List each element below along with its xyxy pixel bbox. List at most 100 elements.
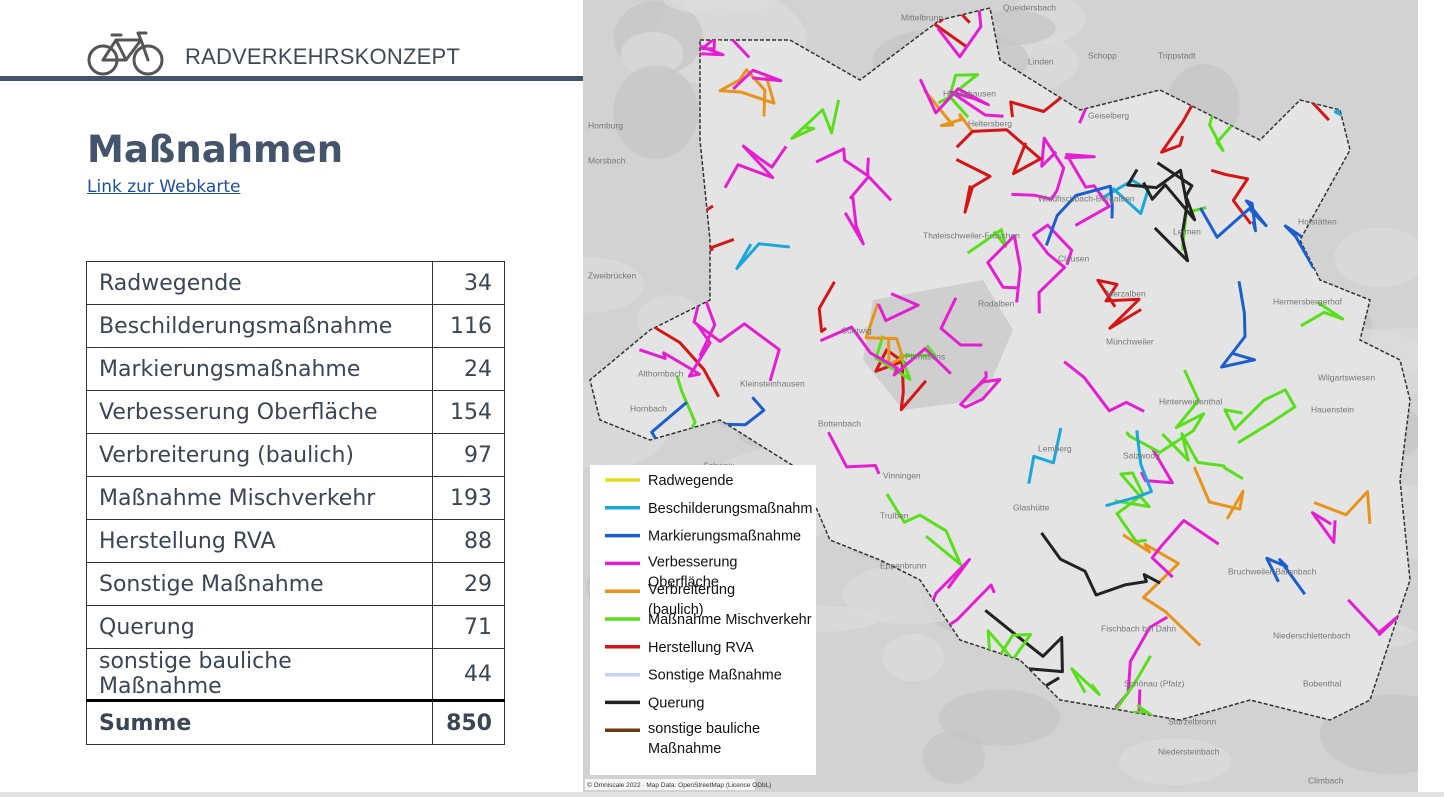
place-label: Hornbach — [630, 403, 667, 413]
route — [937, 73, 980, 119]
route — [1126, 168, 1190, 263]
header-title: RADVERKEHRSKONZEPT — [185, 44, 460, 69]
place-label: Homburg — [588, 120, 623, 130]
place-label: Zweibrücken — [588, 270, 636, 280]
table-row: Radwegende 34 — [86, 261, 505, 305]
place-label: Lemberg — [1038, 443, 1072, 453]
left-panel: RADVERKEHRSKONZEPT Maßnahmen Link zur We… — [0, 0, 583, 797]
count-cell: 29 — [432, 562, 505, 606]
table-row: Verbesserung Oberfläche 154 — [86, 390, 505, 434]
route — [984, 609, 1064, 674]
table-row: Herstellung RVA 88 — [86, 519, 505, 563]
district-area — [589, 7, 1411, 721]
place-label: Mittelbrunn — [901, 12, 943, 22]
table-row: Summe 850 — [86, 699, 505, 745]
legend-label: Querung — [648, 695, 704, 711]
place-label: Clausen — [1058, 253, 1089, 263]
count-cell: 24 — [432, 347, 505, 391]
attribution: © Omniscale 2022 · Map Data: OpenStreetM… — [587, 781, 771, 789]
route — [877, 292, 920, 323]
place-label: Waldfischbach-Burgalben — [1038, 193, 1135, 203]
legend-label: Herstellung RVA — [648, 640, 754, 656]
place-label: Thaleischweiler-Fröschen — [923, 230, 1020, 240]
route — [864, 302, 905, 366]
route — [1044, 184, 1114, 246]
label-cell: Beschilderungsmaßnahme — [86, 304, 433, 348]
legend: Radwegende Beschilderungsmaßnahm Markierun… — [590, 465, 816, 775]
terrain — [621, 31, 684, 77]
terrain — [663, 0, 778, 15]
place-label: Bruchweiler-Bärenbach — [1228, 566, 1317, 576]
place-label: Queidersbach — [1003, 2, 1056, 12]
route — [1139, 447, 1174, 485]
route — [1009, 86, 1075, 118]
route — [1192, 466, 1245, 520]
route — [966, 228, 1008, 255]
route — [1300, 300, 1345, 328]
place-label: Fischbach bei Dahn — [1101, 623, 1176, 633]
terrain — [1334, 227, 1418, 288]
place-label: Pirmasens — [905, 351, 945, 361]
place-label: Geiselberg — [1088, 110, 1129, 120]
terrain — [922, 730, 986, 784]
route — [1265, 556, 1307, 596]
route — [819, 325, 952, 377]
place-label: Hauenstein — [1311, 404, 1354, 414]
table-row: Maßnahme Mischverkehr 193 — [86, 476, 505, 520]
route — [1161, 432, 1244, 480]
count-cell: 71 — [432, 605, 505, 649]
place-label: Sturzelbronn — [1168, 716, 1216, 726]
terrain — [613, 65, 699, 159]
route — [874, 335, 937, 381]
place-label: Linden — [1028, 56, 1054, 66]
count-cell: 44 — [432, 648, 505, 701]
legend-label: Maßnahme Mischverkehr — [648, 612, 812, 628]
route — [1027, 427, 1063, 484]
route — [959, 371, 1002, 409]
count-cell: 193 — [432, 476, 505, 520]
route — [918, 78, 1004, 118]
place-label: Althornbach — [638, 368, 684, 378]
label-cell: Maßnahme Mischverkehr — [86, 476, 433, 520]
label-cell: Summe — [86, 699, 433, 745]
place-label: Hinterweidenthal — [1159, 396, 1222, 406]
route — [923, 89, 975, 134]
route — [817, 281, 836, 333]
route — [1064, 153, 1111, 227]
route — [732, 68, 783, 91]
route — [1125, 369, 1206, 454]
count-cell: 116 — [432, 304, 505, 348]
legend-label: Beschilderungsmaßnahm — [648, 501, 812, 517]
terrain — [1319, 694, 1418, 774]
route — [1040, 532, 1161, 597]
measures-table: Radwegende 34 Beschilderungsmaßnahme 116 Mar… — [86, 261, 505, 745]
place-label: Bobenthal — [1303, 678, 1341, 688]
table-row: Sonstige Maßnahme 29 — [86, 562, 505, 606]
label-cell: Radwegende — [86, 261, 433, 305]
legend-label: Verbreiterung (baulich) — [648, 582, 735, 618]
count-cell: 154 — [432, 390, 505, 434]
place-label: Heltersberg — [968, 118, 1012, 128]
place-label: Climbach — [1308, 775, 1344, 785]
route — [638, 322, 712, 378]
place-label: Bottenbach — [818, 418, 861, 428]
route — [1313, 490, 1372, 525]
bicycle-icon — [87, 31, 164, 76]
place-label: Morsbach — [588, 155, 626, 165]
route — [1070, 667, 1101, 696]
route — [735, 242, 791, 270]
label-cell: sonstige bauliche Maßnahme — [86, 648, 433, 701]
webmap-link[interactable]: Link zur Webkarte — [87, 177, 241, 197]
route — [723, 144, 788, 189]
route — [955, 158, 992, 214]
route — [1122, 533, 1202, 647]
table-row: Verbreiterung (baulich) 97 — [86, 433, 505, 477]
bottom-bar — [0, 792, 1444, 797]
table-row: Beschilderungsmaßnahme 116 — [86, 304, 505, 348]
route — [1063, 360, 1145, 413]
route — [827, 431, 881, 475]
terrain — [1118, 738, 1232, 785]
place-label: Rodalben — [978, 298, 1015, 308]
route — [939, 297, 983, 347]
label-cell: Verbreiterung (baulich) — [86, 433, 433, 477]
